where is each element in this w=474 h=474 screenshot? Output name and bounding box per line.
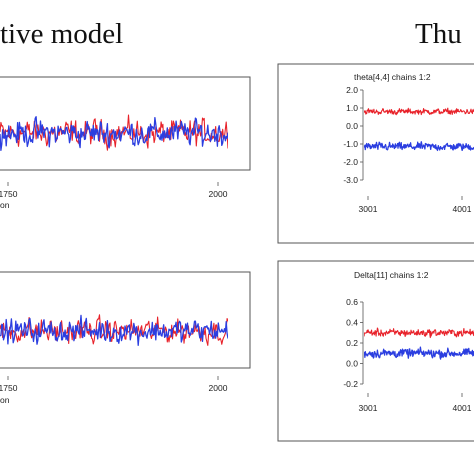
y-tick-label: 0.0 — [346, 121, 358, 131]
y-tick-label: -2.0 — [343, 157, 358, 167]
x-tick-label: 4001 — [453, 403, 472, 413]
trace-chain-2 — [364, 346, 474, 360]
x-axis-label: on — [0, 395, 10, 405]
trace-chain-2 — [364, 141, 474, 152]
x-tick-label: 3001 — [359, 403, 378, 413]
y-tick-label: -0.2 — [343, 379, 358, 389]
heading-left: tive model — [0, 18, 124, 50]
y-tick-label: 2.0 — [346, 85, 358, 95]
x-tick-label: 4001 — [453, 204, 472, 214]
x-tick-label: 1750 — [0, 189, 18, 199]
trace-chain-1 — [364, 107, 474, 116]
x-tick-label: 2000 — [209, 189, 228, 199]
panel-top-left: 1750 2000 on — [0, 76, 251, 210]
y-tick-label: -1.0 — [343, 139, 358, 149]
x-tick-label: 1750 — [0, 383, 18, 393]
x-tick-label: 3001 — [359, 204, 378, 214]
panel-top-right: theta[4,4] chains 1:2 2.0 1.0 0.0 -1.0 -2.0 -3… — [277, 63, 474, 244]
trace-chain-2 — [0, 314, 228, 346]
panel-title: Delta[11] chains 1:2 — [354, 270, 429, 280]
panel-title: theta[4,4] chains 1:2 — [354, 72, 431, 82]
panel-frame — [0, 271, 251, 369]
panel-frame — [0, 76, 251, 171]
trace-chain-1 — [0, 114, 228, 151]
y-tick-label: 0.2 — [346, 338, 358, 348]
trace-chain-2 — [0, 116, 228, 152]
panel-frame — [277, 260, 474, 442]
panel-frame — [277, 63, 474, 244]
panel-bottom-left: 1750 2000 on — [0, 271, 251, 405]
panel-bottom-right: Delta[11] chains 1:2 0.6 0.4 0.2 0.0 -0.2 3001… — [277, 260, 474, 442]
heading-right: Thu — [415, 18, 462, 50]
x-tick-label: 2000 — [209, 383, 228, 393]
y-tick-label: 0.4 — [346, 318, 358, 328]
x-axis-label: on — [0, 200, 10, 210]
y-tick-label: 1.0 — [346, 103, 358, 113]
y-tick-label: 0.6 — [346, 297, 358, 307]
y-tick-label: 0.0 — [346, 359, 358, 369]
trace-chain-1 — [364, 327, 474, 339]
y-tick-label: -3.0 — [343, 175, 358, 185]
